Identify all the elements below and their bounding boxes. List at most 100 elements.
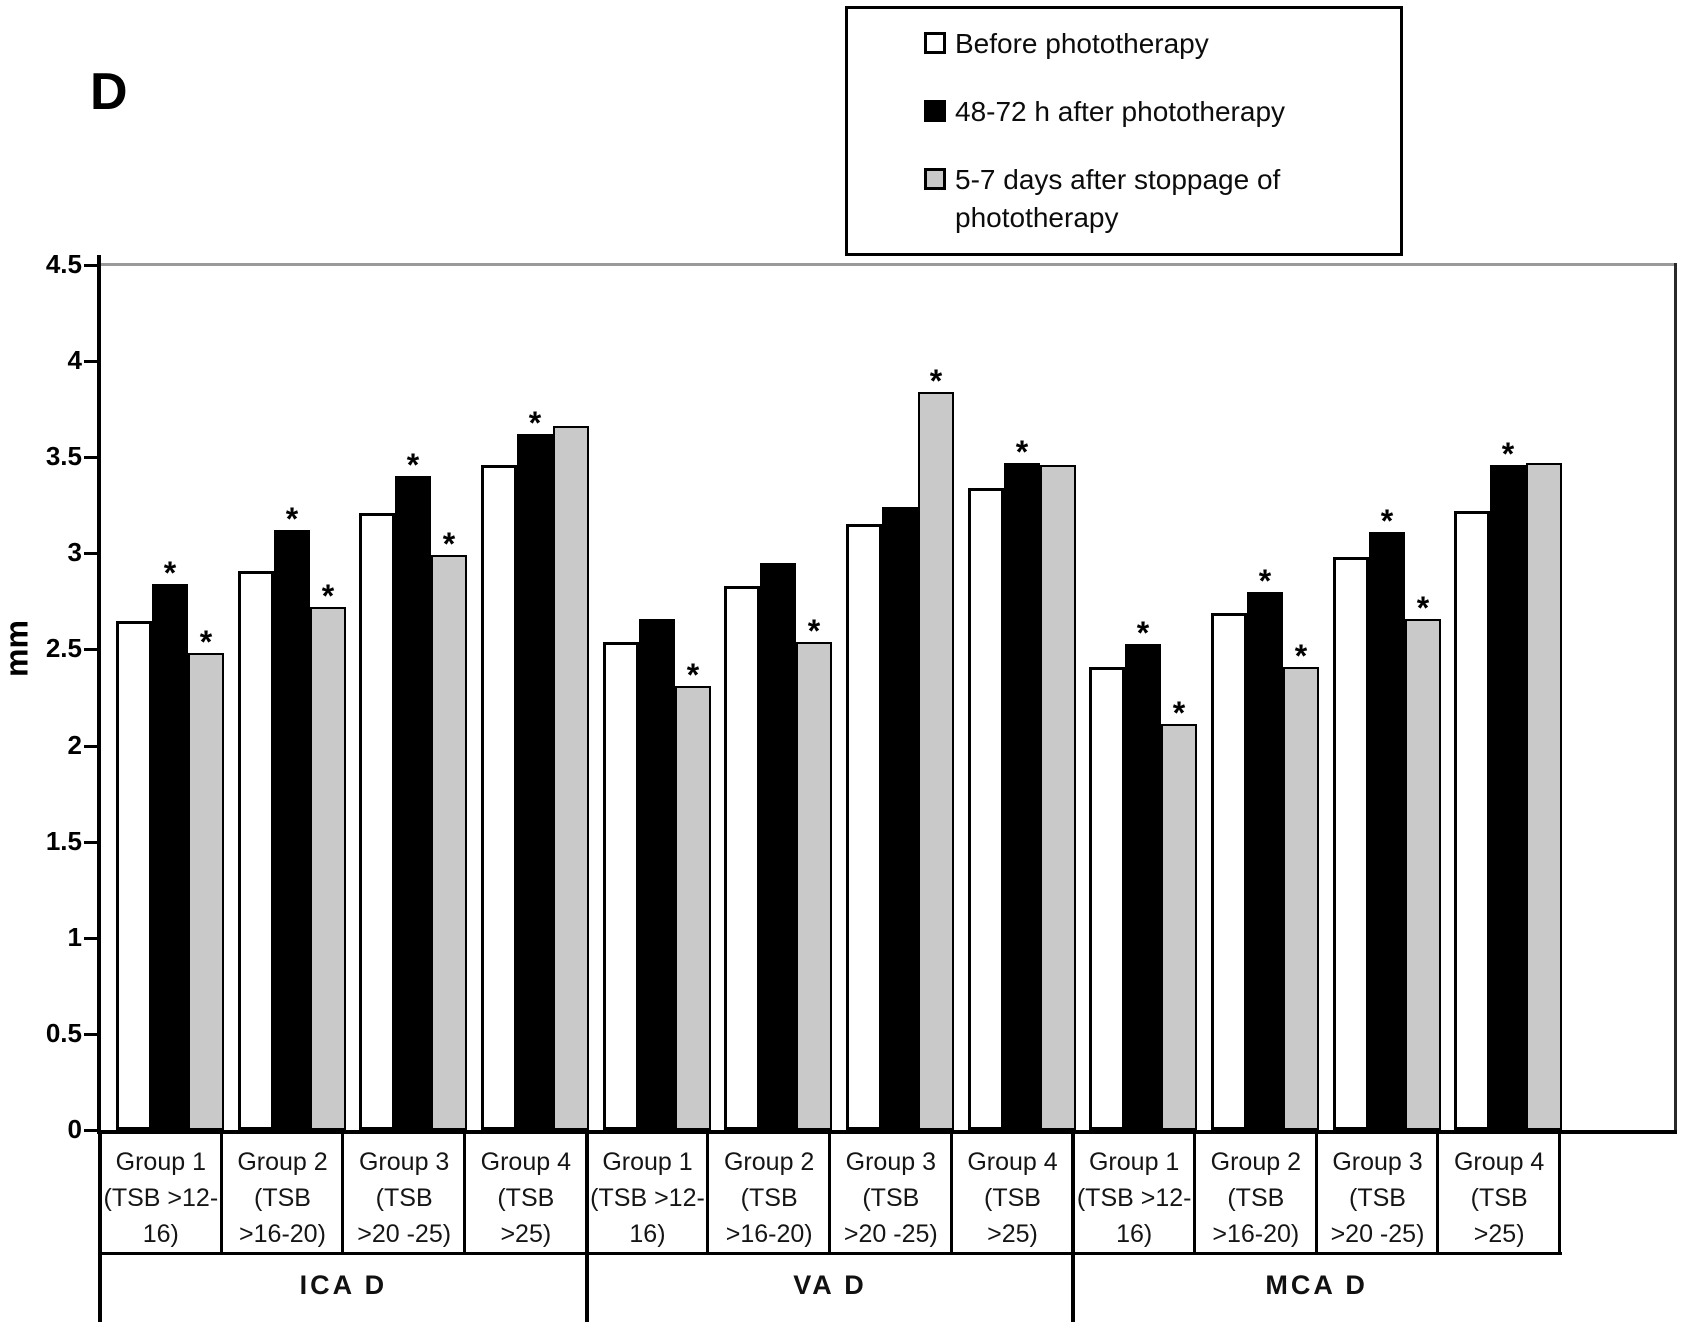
group-label-line: (TSB [1470,1184,1528,1212]
y-tick-mark [84,744,98,748]
group-label-line: Group 1 [1088,1148,1180,1176]
y-tick-mark [84,1032,98,1036]
group-label-line: Group 4 [480,1148,571,1176]
group-label-line: >25) [500,1220,552,1248]
bar-vad-group1-series2 [675,686,711,1130]
bar-mcad-group2-series1 [1247,592,1283,1130]
bar-vad-group2-series2 [796,642,832,1130]
group-label: Group 1 (TSB >12- 16) [102,1144,220,1252]
group-label-line: (TSB [740,1184,798,1212]
group-label-line: (TSB [497,1184,555,1212]
bar-icad-group2-series1 [274,530,310,1130]
group-label-line: 16) [1116,1220,1153,1248]
section-divider [584,1130,589,1322]
group-cell-divider [949,1130,953,1252]
y-tick-mark [84,648,98,652]
bar-vad-group4-series2 [1040,465,1076,1130]
group-label-line: Group 3 [845,1148,936,1176]
y-tick-label: 0.5 [45,1017,82,1048]
group-label-line: >25) [1473,1220,1525,1248]
section-divider [98,1130,102,1322]
group-label-line: (TSB [254,1184,311,1212]
plot-right-border [1674,263,1677,1133]
bar-mcad-group4-series1 [1490,465,1526,1130]
y-tick-label: 2 [67,729,82,760]
y-axis-line [97,255,101,1133]
significance-asterisk: * [807,613,821,649]
bar-icad-group4-series2 [553,426,589,1130]
bar-vad-group4-series0 [968,488,1004,1130]
group-label-line: 16) [629,1220,666,1248]
group-label: Group 2 (TSB >16-20) [710,1144,828,1252]
bar-icad-group2-series0 [238,571,274,1130]
group-label-line: >16-20) [725,1220,813,1248]
group-label-line: (TSB [862,1184,920,1212]
significance-asterisk: * [163,555,177,591]
bar-mcad-group3-series0 [1333,557,1369,1130]
bar-icad-group1-series1 [152,584,188,1130]
bar-mcad-group1-series0 [1089,667,1125,1130]
group-label-line: >25) [987,1220,1038,1248]
y-tick-label: 1.5 [45,825,82,856]
group-label-line: (TSB >12- [103,1184,219,1212]
group-label: Group 4 (TSB >25) [467,1144,585,1252]
group-cell-divider [219,1130,223,1252]
bar-vad-group2-series1 [760,563,796,1130]
significance-asterisk: * [442,526,456,562]
significance-asterisk: * [1015,434,1029,470]
group-cell-divider [1558,1130,1561,1252]
group-label-line: >16-20) [1212,1220,1300,1248]
bar-vad-group1-series1 [639,619,675,1130]
bar-icad-group4-series0 [481,465,517,1130]
bar-vad-group2-series0 [724,586,760,1130]
y-tick-label: 1 [67,921,82,952]
bar-mcad-group2-series2 [1283,667,1319,1130]
legend-entry-48-72h: 48-72 h after phototherapy [924,93,1392,131]
group-label: Group 1 (TSB >12- 16) [1075,1144,1193,1252]
bar-vad-group1-series0 [603,642,639,1130]
group-label-line: (TSB [1349,1184,1406,1212]
group-cell-divider [1314,1130,1318,1252]
section-divider [1071,1130,1076,1322]
group-label: Group 4 (TSB >25) [954,1144,1072,1252]
group-label-line: (TSB [375,1184,433,1212]
group-label-line: 16) [142,1220,179,1248]
bar-icad-group1-series2 [188,653,224,1130]
group-label-line: Group 1 [602,1148,693,1176]
y-tick-label: 2.5 [45,633,82,664]
bar-mcad-group4-series0 [1454,511,1490,1130]
bar-vad-group4-series1 [1004,463,1040,1130]
x-axis-line [97,1130,1677,1134]
group-cell-divider [341,1130,345,1252]
bar-icad-group3-series1 [395,476,431,1130]
y-tick-label: 0 [67,1114,82,1144]
significance-asterisk: * [1136,615,1150,651]
significance-asterisk: * [321,578,335,614]
significance-asterisk: * [1380,503,1394,539]
bar-vad-group3-series2 [918,392,954,1130]
significance-asterisk: * [1172,695,1186,731]
group-label-line: Group 2 [237,1148,328,1176]
panel-letter-label: D [90,63,128,121]
bar-mcad-group2-series0 [1211,613,1247,1130]
group-cell-divider [463,1130,466,1252]
y-tick-mark [84,552,98,556]
significance-asterisk: * [285,501,299,537]
legend-entry-before: Before phototherapy [924,25,1392,63]
group-label: Group 2 (TSB >16-20) [224,1144,342,1252]
group-label-line: Group 1 [115,1148,206,1176]
significance-asterisk: * [406,447,420,483]
group-cell-divider [1193,1130,1196,1252]
bar-vad-group3-series0 [846,524,882,1130]
bar-mcad-group3-series2 [1405,619,1441,1130]
bar-mcad-group1-series2 [1161,724,1197,1130]
significance-asterisk: * [686,657,700,693]
group-label-line: (TSB [1227,1184,1285,1212]
section-label-vad: VA D [793,1270,867,1300]
group-label-line: >20 -25) [357,1220,452,1248]
legend-swatch-before-icon [924,32,946,54]
significance-asterisk: * [1501,436,1515,472]
significance-asterisk: * [199,624,213,660]
bar-icad-group2-series2 [310,607,346,1130]
legend-label-before: Before phototherapy [955,28,1209,59]
